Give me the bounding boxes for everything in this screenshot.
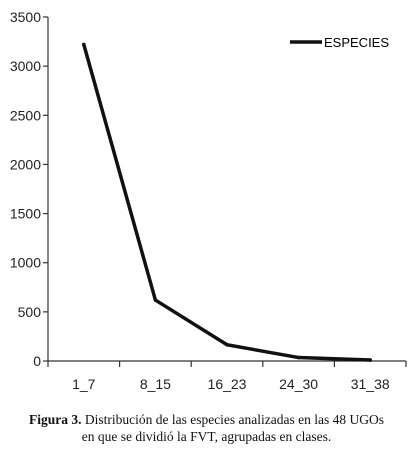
y-tick-label: 1500 — [10, 206, 41, 222]
x-tick-label: 24_30 — [279, 376, 318, 392]
line-chart: 0 500 1000 1500 2000 2500 3000 3500 1_7 8_15 16_2… — [10, 9, 407, 392]
caption-label: Figura 3. — [28, 412, 82, 427]
figure-caption: Figura 3. Distribución de las especies a… — [0, 411, 413, 445]
legend-label: ESPECIES — [324, 35, 389, 50]
x-axis: 1_7 8_15 16_23 24_30 31_38 — [47, 360, 407, 392]
series-line-especies — [82, 42, 372, 362]
y-tick-label: 2500 — [10, 107, 41, 123]
x-tick-label: 16_23 — [208, 376, 247, 392]
y-tick-label: 1000 — [10, 255, 41, 271]
data-point — [296, 355, 301, 360]
x-tick-label: 31_38 — [351, 376, 390, 392]
y-tick-label: 3000 — [10, 58, 41, 74]
data-point — [153, 298, 158, 302]
series-layer — [82, 42, 373, 362]
y-tick-label: 500 — [18, 304, 42, 320]
x-tick-label: 1_7 — [72, 376, 96, 392]
caption-text-1: Distribución de las especies analizadas … — [84, 412, 385, 427]
caption-line-1: Figura 3. Distribución de las especies a… — [0, 411, 413, 428]
y-axis: 0 500 1000 1500 2000 2500 3000 3500 — [10, 9, 49, 369]
legend: ESPECIES — [290, 35, 389, 50]
data-point — [225, 342, 229, 347]
data-point — [82, 42, 86, 47]
y-tick-label: 3500 — [10, 9, 41, 25]
data-point — [368, 358, 373, 362]
x-tick-label: 8_15 — [140, 376, 171, 392]
y-tick-label: 2000 — [10, 156, 41, 172]
caption-line-2: en que se dividió la FVT, agrupadas en c… — [81, 429, 332, 444]
y-tick-label: 0 — [33, 353, 41, 369]
